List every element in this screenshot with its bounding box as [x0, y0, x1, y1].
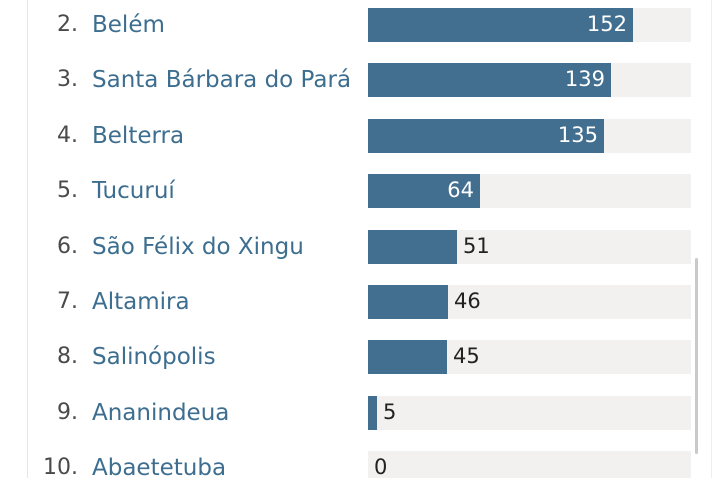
- rank-number: 10.: [43, 455, 78, 478]
- value-bar: [368, 174, 480, 209]
- value-label: 64: [447, 178, 474, 203]
- value-label: 152: [586, 12, 627, 36]
- bar-track: 51: [368, 229, 691, 264]
- rank-number: 2.: [57, 12, 78, 37]
- rank-number: 9.: [57, 399, 78, 425]
- bar-track: 0: [368, 451, 691, 478]
- municipality-name[interactable]: Belém: [92, 12, 165, 38]
- rank-number: 3.: [57, 67, 78, 93]
- ranking-row: 5. Tucuruí 64: [0, 174, 720, 209]
- right-border: [711, 0, 712, 478]
- value-bar: [368, 229, 457, 264]
- value-bar: [368, 340, 447, 375]
- rank-number: 7.: [57, 289, 78, 314]
- bar-track: 152: [368, 8, 691, 42]
- municipality-name[interactable]: Belterra: [92, 122, 185, 149]
- ranking-row: 7. Altamira 46: [0, 285, 720, 319]
- rank-number: 6.: [57, 233, 78, 259]
- bar-track: 46: [368, 285, 691, 319]
- value-bar: [368, 63, 611, 98]
- value-bar: [368, 8, 633, 42]
- bar-track: 5: [368, 395, 691, 430]
- bar-track: 139: [368, 63, 691, 98]
- municipality-name[interactable]: Salinópolis: [92, 344, 216, 371]
- ranking-row: 2. Belém 152: [0, 8, 720, 42]
- value-label: 51: [463, 233, 490, 258]
- value-bar: [368, 395, 377, 430]
- ranking-row: 8. Salinópolis 45: [0, 340, 720, 375]
- municipality-name[interactable]: Altamira: [92, 289, 190, 315]
- municipality-name[interactable]: Tucuruí: [92, 178, 175, 205]
- bar-track: 135: [368, 118, 691, 153]
- left-border: [27, 0, 28, 478]
- municipality-name[interactable]: São Félix do Xingu: [92, 233, 304, 260]
- rank-number: 8.: [57, 344, 78, 370]
- value-label: 46: [454, 289, 481, 313]
- bar-track: 45: [368, 340, 691, 375]
- value-label: 139: [564, 67, 605, 92]
- value-bar: [368, 118, 604, 153]
- rank-number: 5.: [57, 178, 78, 204]
- bar-track: 64: [368, 174, 691, 209]
- municipality-name[interactable]: Santa Bárbara do Pará: [92, 67, 352, 94]
- value-label: 135: [557, 122, 598, 147]
- ranking-row: 3. Santa Bárbara do Pará 139: [0, 63, 720, 98]
- municipality-name[interactable]: Abaetetuba: [92, 455, 227, 478]
- rank-number: 4.: [57, 122, 78, 148]
- ranking-row: 6. São Félix do Xingu 51: [0, 229, 720, 264]
- value-bar: [368, 285, 448, 319]
- ranking-row: 10. Abaetetuba 0: [0, 451, 720, 478]
- scrollbar-thumb[interactable]: [695, 258, 698, 454]
- ranking-row: 9. Ananindeua 5: [0, 395, 720, 430]
- ranking-row: 4. Belterra 135: [0, 118, 720, 153]
- municipality-name[interactable]: Ananindeua: [92, 399, 230, 426]
- value-label: 45: [453, 344, 480, 369]
- value-label: 5: [383, 399, 397, 424]
- value-label: 0: [374, 455, 388, 478]
